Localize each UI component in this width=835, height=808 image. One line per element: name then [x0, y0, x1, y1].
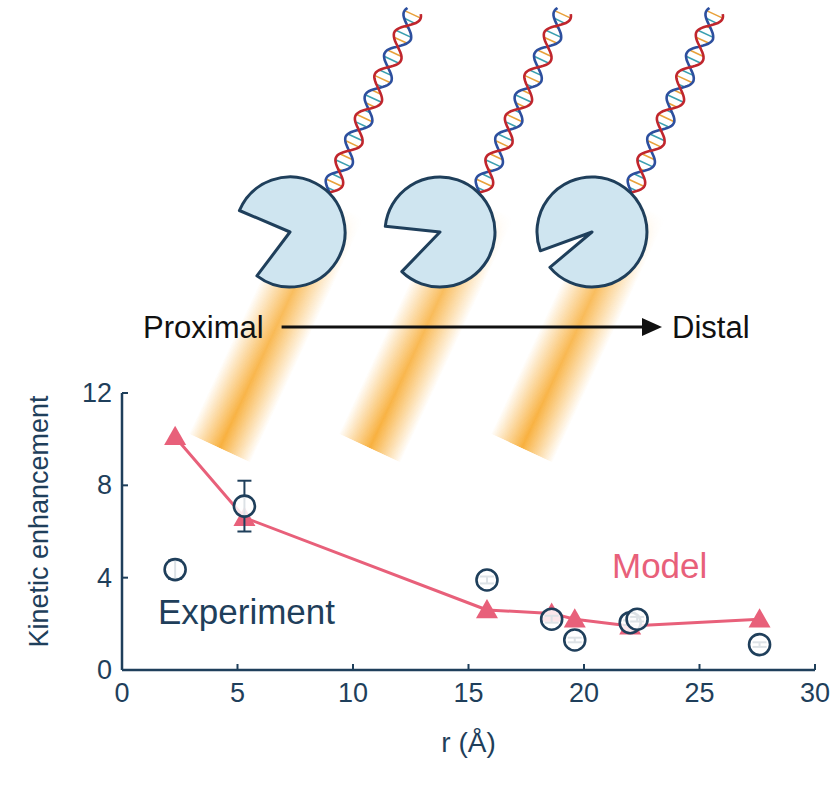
- y-tick-label: 4: [97, 563, 112, 593]
- x-tick: [468, 664, 470, 670]
- model-point: [476, 599, 498, 618]
- model-point: [564, 608, 586, 627]
- arrow: [282, 326, 646, 329]
- dna-strand: [632, 14, 723, 192]
- model-point: [749, 608, 771, 627]
- y-axis: [121, 393, 124, 670]
- x-tick: [814, 664, 816, 670]
- x-axis-title: r (Å): [441, 727, 495, 758]
- dna-strand: [480, 14, 571, 192]
- x-tick-label: 25: [684, 678, 714, 708]
- illustration: [189, 8, 723, 462]
- x-tick-label: 0: [114, 678, 129, 708]
- x-tick: [237, 664, 239, 670]
- dna-rung: [524, 75, 540, 82]
- dna-rung: [555, 11, 571, 19]
- dna-rung: [628, 179, 644, 187]
- dna-rung: [707, 11, 723, 19]
- dna-rung: [326, 179, 342, 187]
- dna-rung: [365, 95, 381, 103]
- y-tick-label: 12: [82, 378, 112, 408]
- dna-rungs: [628, 11, 723, 191]
- y-tick: [122, 484, 128, 486]
- experiment-point: [564, 629, 585, 650]
- annotation: Distal: [672, 310, 750, 345]
- experiment-point: [165, 559, 186, 580]
- x-tick: [699, 664, 701, 670]
- experiment-point: [627, 609, 648, 630]
- enzyme: [385, 177, 495, 287]
- x-tick-label: 10: [338, 678, 368, 708]
- dna-rung: [515, 95, 531, 103]
- dna-strand: [326, 8, 412, 192]
- y-tick-label: 8: [97, 470, 112, 500]
- error-cap: [237, 480, 251, 482]
- experiment-point: [541, 609, 562, 630]
- enzyme: [537, 177, 647, 287]
- experiment-point: [749, 634, 770, 655]
- dna-strand: [476, 8, 562, 192]
- y-tick: [122, 577, 128, 579]
- enzyme: [239, 177, 345, 287]
- experiment-point: [234, 496, 255, 517]
- arrowhead: [642, 318, 662, 336]
- dna-rungs: [476, 11, 571, 191]
- x-tick-label: 30: [800, 678, 830, 708]
- y-tick-label: 0: [97, 655, 112, 685]
- dna-rung: [676, 75, 692, 82]
- chart: Proximal Distal 0 5 10 15 20 25 30 0 4 8 12 r (Å) Kine…: [0, 0, 835, 808]
- dna-rung: [374, 75, 390, 82]
- experiment-point: [476, 569, 497, 590]
- x-tick-label: 20: [569, 678, 599, 708]
- dna-rung: [476, 179, 492, 187]
- y-tick: [122, 669, 128, 671]
- x-tick: [583, 664, 585, 670]
- error-cap: [237, 531, 251, 533]
- annotation: Proximal: [143, 310, 264, 345]
- dna-strand: [628, 8, 714, 192]
- series-label: Model: [612, 546, 707, 585]
- series-label: Experiment: [158, 592, 335, 631]
- x-tick: [352, 664, 354, 670]
- dna-rungs: [326, 11, 421, 191]
- x-tick-label: 5: [230, 678, 245, 708]
- dna-rung: [405, 11, 421, 19]
- x-tick-label: 15: [453, 678, 483, 708]
- model-point: [164, 426, 186, 445]
- y-axis-title: Kinetic enhancement: [24, 395, 54, 648]
- dna-rung: [667, 95, 683, 103]
- y-tick: [122, 392, 128, 394]
- dna-strand: [330, 14, 421, 192]
